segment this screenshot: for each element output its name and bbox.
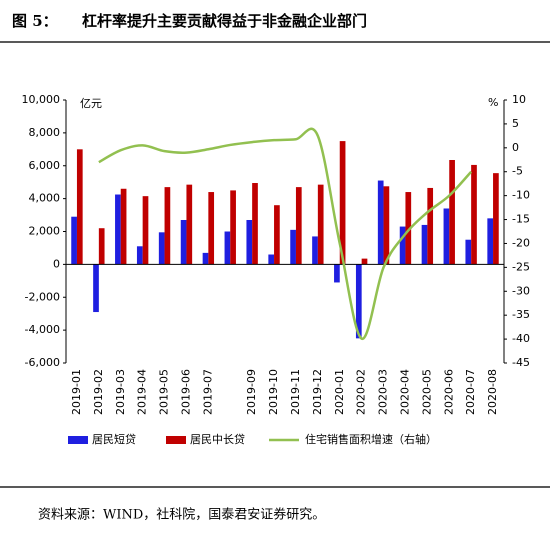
bar bbox=[317, 184, 324, 265]
bar bbox=[449, 159, 455, 265]
x-tick-label: 2019-04 bbox=[136, 369, 149, 415]
bar bbox=[202, 252, 209, 265]
y2-tick-label: -45 bbox=[512, 356, 530, 369]
bar bbox=[377, 180, 384, 265]
y2-tick-label: -35 bbox=[512, 308, 530, 321]
x-tick-label: 2019-11 bbox=[289, 369, 302, 415]
bar bbox=[268, 254, 275, 265]
bar bbox=[98, 228, 105, 265]
legend-label: 住宅销售面积增速（右轴） bbox=[305, 432, 437, 446]
bar bbox=[224, 231, 231, 265]
y-tick-label: -4,000 bbox=[25, 323, 60, 336]
figure-label: 图 5： bbox=[12, 12, 58, 30]
y-tick-label: 10,000 bbox=[22, 93, 61, 106]
bar bbox=[399, 226, 406, 265]
x-tick-label: 2020-07 bbox=[464, 369, 477, 415]
bar bbox=[334, 264, 340, 283]
y2-tick-label: -30 bbox=[512, 284, 530, 297]
y2-tick-label: -40 bbox=[512, 332, 530, 345]
x-tick-label: 2019-02 bbox=[92, 369, 105, 415]
bar bbox=[136, 246, 143, 265]
bar bbox=[295, 187, 302, 265]
y-tick-label: -2,000 bbox=[25, 290, 60, 303]
bar bbox=[355, 264, 362, 339]
bar bbox=[252, 183, 258, 265]
y2-tick-label: -20 bbox=[512, 236, 530, 249]
y-unit: 亿元 bbox=[80, 97, 102, 110]
y2-tick-label: -15 bbox=[512, 213, 530, 226]
x-tick-label: 2020-03 bbox=[377, 369, 390, 415]
y2-tick-label: 5 bbox=[512, 117, 519, 130]
bar bbox=[158, 232, 165, 265]
bar bbox=[312, 236, 318, 265]
y2-tick-label: 10 bbox=[512, 93, 526, 106]
x-tick-label: 2020-08 bbox=[486, 369, 499, 415]
bar bbox=[443, 208, 450, 265]
bar bbox=[274, 205, 280, 265]
x-tick-label: 2019-07 bbox=[201, 369, 214, 415]
bar bbox=[427, 187, 434, 265]
x-tick-label: 2020-01 bbox=[333, 369, 346, 415]
x-tick-label: 2019-09 bbox=[245, 369, 258, 415]
bar bbox=[471, 164, 477, 265]
line bbox=[98, 127, 473, 340]
legend-swatch bbox=[166, 436, 186, 444]
legend-swatch bbox=[68, 436, 88, 444]
bar bbox=[383, 186, 390, 265]
y2-unit: % bbox=[488, 96, 498, 109]
x-tick-label: 2020-06 bbox=[442, 369, 455, 415]
legend-label: 居民短贷 bbox=[92, 432, 136, 446]
x-tick-label: 2019-12 bbox=[311, 369, 324, 415]
bar bbox=[76, 149, 83, 265]
bar bbox=[230, 190, 236, 265]
x-tick-label: 2019-10 bbox=[267, 369, 280, 415]
y-tick-label: 4,000 bbox=[29, 192, 61, 205]
x-tick-label: 2020-05 bbox=[420, 369, 433, 415]
x-tick-label: 2019-03 bbox=[114, 369, 127, 415]
bar bbox=[405, 192, 412, 265]
y-tick-label: 6,000 bbox=[29, 159, 61, 172]
bar bbox=[71, 216, 77, 265]
x-tick-label: 2020-02 bbox=[355, 369, 368, 415]
bar bbox=[421, 224, 428, 265]
y2-tick-label: 0 bbox=[512, 141, 519, 154]
y-tick-label: 0 bbox=[53, 257, 60, 270]
x-tick-label: 2019-01 bbox=[70, 369, 83, 415]
bar bbox=[290, 229, 296, 265]
bar bbox=[180, 219, 187, 265]
bar bbox=[120, 188, 127, 265]
bar bbox=[465, 239, 472, 265]
bar bbox=[164, 187, 171, 265]
chart-title: 杠杆率提升主要贡献得益于非金融企业部门 bbox=[82, 12, 367, 30]
bar bbox=[142, 196, 149, 265]
y2-tick-label: -10 bbox=[512, 189, 530, 202]
y-tick-label: -6,000 bbox=[25, 356, 60, 369]
x-tick-label: 2019-06 bbox=[179, 369, 192, 415]
bar bbox=[339, 141, 346, 265]
bar bbox=[208, 192, 215, 265]
bar bbox=[487, 218, 494, 265]
y-tick-label: 8,000 bbox=[29, 126, 61, 139]
source: 资料来源：WIND，社科院，国泰君安证券研究。 bbox=[38, 507, 325, 523]
legend-label: 居民中长贷 bbox=[190, 432, 245, 446]
bar bbox=[93, 264, 99, 313]
x-tick-label: 2019-05 bbox=[158, 369, 171, 415]
x-tick-label: 2020-04 bbox=[398, 369, 411, 415]
bar bbox=[115, 194, 121, 265]
y-tick-label: 2,000 bbox=[29, 225, 61, 238]
y2-tick-label: -5 bbox=[512, 165, 523, 178]
bar bbox=[246, 219, 253, 265]
y2-tick-label: -25 bbox=[512, 260, 530, 273]
bar bbox=[493, 173, 499, 265]
bar bbox=[361, 258, 368, 265]
bar bbox=[186, 184, 193, 265]
